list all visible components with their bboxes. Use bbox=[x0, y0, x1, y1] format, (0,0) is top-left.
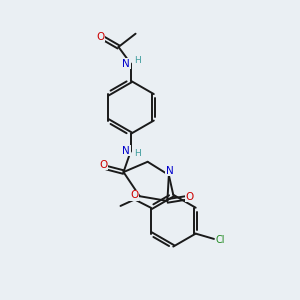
Text: N: N bbox=[166, 166, 173, 176]
Text: O: O bbox=[96, 32, 104, 42]
Text: O: O bbox=[185, 191, 193, 202]
Text: H: H bbox=[134, 56, 141, 65]
Text: H: H bbox=[134, 149, 141, 158]
Text: Cl: Cl bbox=[215, 235, 225, 244]
Text: O: O bbox=[130, 190, 138, 200]
Text: N: N bbox=[122, 59, 130, 69]
Text: N: N bbox=[122, 146, 130, 156]
Text: O: O bbox=[99, 160, 108, 170]
